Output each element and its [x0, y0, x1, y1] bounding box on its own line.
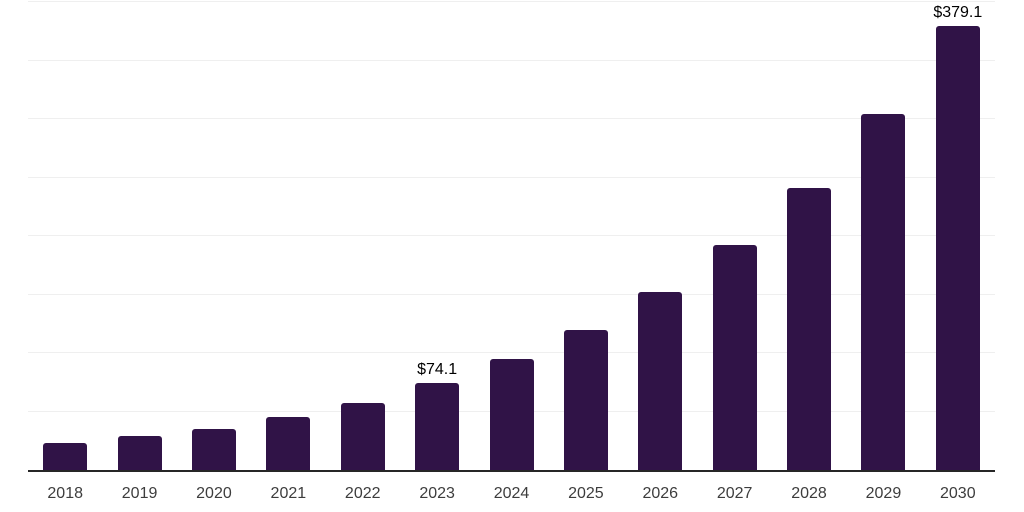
x-tick-label: 2019	[121, 485, 158, 502]
value-label-2030: $379.1	[933, 4, 983, 22]
x-tick-label: 2023	[419, 485, 455, 502]
bar-2024	[489, 359, 534, 470]
bar-2026	[638, 292, 683, 470]
x-tick-label: 2020	[196, 485, 232, 502]
bar-2021	[266, 416, 311, 470]
gridline	[28, 59, 995, 61]
x-axis-line	[28, 470, 995, 472]
x-tick-label: 2021	[270, 485, 307, 502]
bar-2029	[861, 114, 906, 470]
gridline	[28, 235, 995, 236]
bar-2030	[935, 26, 980, 470]
bar-2027	[712, 245, 757, 470]
bar-2019	[117, 435, 162, 470]
x-tick-label: 2022	[344, 485, 381, 502]
bar-2018	[43, 442, 88, 470]
x-tick-label: 2018	[47, 485, 83, 502]
bar-2023	[415, 383, 460, 470]
gridline	[28, 176, 995, 178]
bar-2028	[787, 187, 832, 470]
x-tick-label: 2027	[716, 485, 753, 502]
bar-2022	[340, 402, 385, 470]
x-tick-label: 2025	[568, 485, 604, 502]
x-tick-label: 2028	[791, 485, 827, 502]
x-tick-label: 2024	[493, 485, 530, 502]
gridline	[28, 1, 995, 2]
gridline	[28, 118, 995, 119]
x-tick-label: 2029	[865, 485, 902, 502]
value-label-2023: $74.1	[417, 361, 458, 379]
gridline	[28, 293, 995, 295]
x-tick-label: 2030	[940, 485, 976, 502]
x-tick-label: 2026	[642, 485, 679, 502]
bar-2020	[191, 428, 236, 470]
gridline	[28, 352, 995, 353]
bar-2025	[563, 330, 608, 470]
